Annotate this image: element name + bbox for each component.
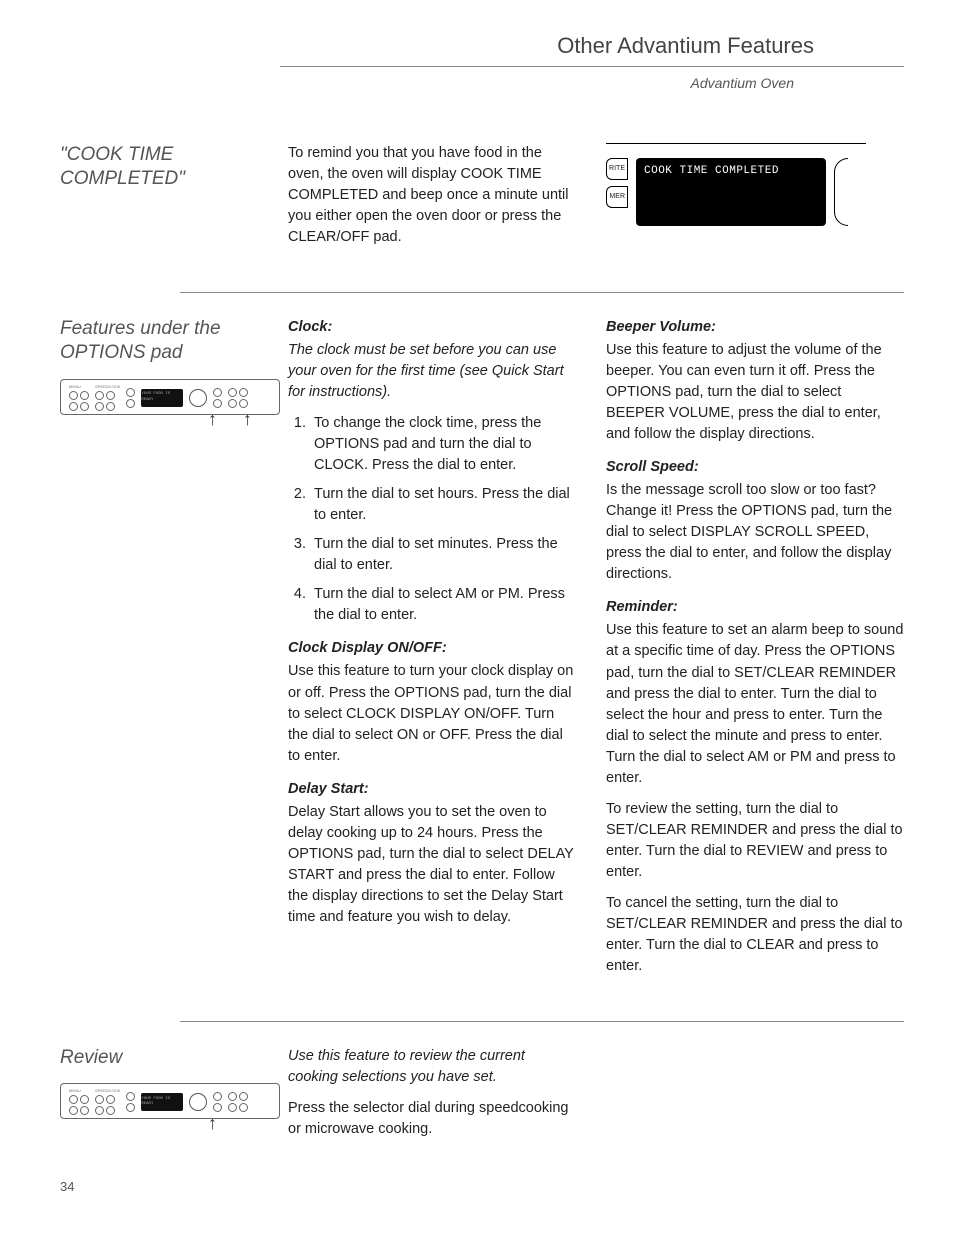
review-intro: Use this feature to review the current c… [288,1046,578,1088]
clock-steps: To change the clock time, press the OPTI… [288,413,578,626]
review-body: Press the selector dial during speedcook… [288,1098,578,1140]
page-number: 34 [60,1178,904,1197]
page-header: Other Advantium Features Advantium Oven [60,30,904,93]
side-button-1: RITE [606,158,628,180]
cook-time-heading: "COOK TIME COMPLETED" [60,143,260,191]
beeper-body: Use this feature to adjust the volume of… [606,340,904,445]
side-button-2: MER [606,186,628,208]
beeper-title: Beeper Volume: [606,317,904,338]
page-title: Other Advantium Features [60,30,904,62]
clock-step: Turn the dial to select AM or PM. Press … [310,584,578,626]
divider [180,1021,904,1022]
arrow-up-icon: ↑ [208,1119,217,1128]
panel-dial-icon [189,1093,207,1111]
clock-display-body: Use this feature to turn your clock disp… [288,661,578,766]
panel-lcd: YOUR FOOD IS READY [141,389,183,407]
section-cook-time: "COOK TIME COMPLETED" To remind you that… [60,143,904,258]
clock-intro: The clock must be set before you can use… [288,340,578,403]
knob-edge [834,158,848,226]
display-illustration: RITE MER COOK TIME COMPLETED [606,143,904,226]
clock-title: Clock: [288,317,578,338]
clock-display-title: Clock Display ON/OFF: [288,638,578,659]
reminder-p2: To review the setting, turn the dial to … [606,799,904,883]
arrow-up-icon: ↑ [243,415,252,424]
arrow-up-icon: ↑ [208,415,217,424]
options-heading: Features under the OPTIONS pad [60,317,260,365]
page-subtitle: Advantium Oven [280,66,904,93]
control-panel-diagram: MENU SPEEDCOOK YOUR FOOD IS READY [60,1083,280,1119]
reminder-p1: Use this feature to set an alarm beep to… [606,620,904,788]
delay-start-body: Delay Start allows you to set the oven t… [288,802,578,928]
lcd-display: COOK TIME COMPLETED [636,158,826,226]
clock-step: To change the clock time, press the OPTI… [310,413,578,476]
clock-step: Turn the dial to set hours. Press the di… [310,484,578,526]
section-review: Review MENU SPEEDCOOK YOUR FOOD IS READY… [60,1046,904,1150]
cook-time-body: To remind you that you have food in the … [288,143,578,248]
scroll-body: Is the message scroll too slow or too fa… [606,480,904,585]
delay-start-title: Delay Start: [288,779,578,800]
reminder-title: Reminder: [606,597,904,618]
section-options: Features under the OPTIONS pad MENU SPEE… [60,317,904,986]
reminder-p3: To cancel the setting, turn the dial to … [606,893,904,977]
review-heading: Review [60,1046,260,1070]
panel-dial-icon [189,389,207,407]
panel-lcd: YOUR FOOD IS READY [141,1093,183,1111]
clock-step: Turn the dial to set minutes. Press the … [310,534,578,576]
scroll-title: Scroll Speed: [606,457,904,478]
divider [180,292,904,293]
